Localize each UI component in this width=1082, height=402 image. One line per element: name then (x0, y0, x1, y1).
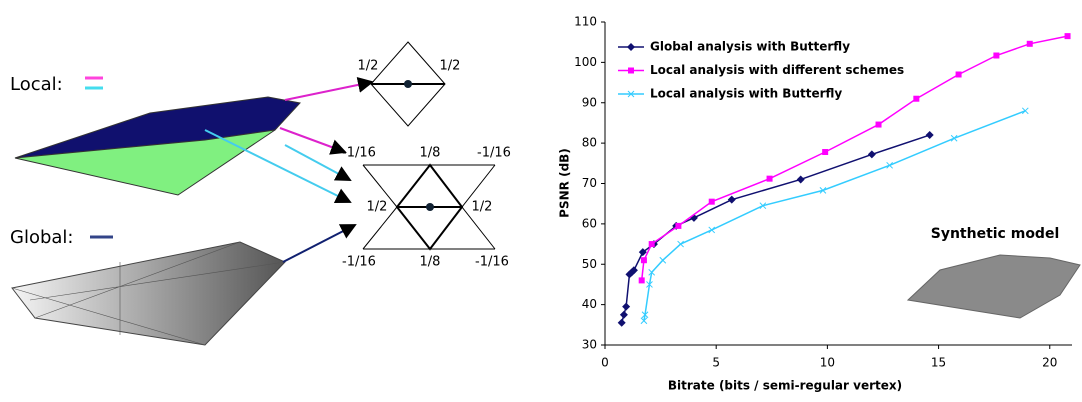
point (648, 268, 656, 276)
point (1021, 107, 1029, 115)
line (643, 110, 1026, 321)
point (629, 266, 638, 275)
x-tick-label: 10 (820, 356, 835, 370)
legend-label: Local analysis with Butterfly (650, 87, 842, 101)
point (1064, 33, 1071, 40)
green-mesh (14, 129, 276, 196)
x-axis-label: Bitrate (bits / semi-regular vertex) (668, 379, 902, 393)
point (822, 149, 829, 156)
point (819, 187, 827, 194)
point (913, 95, 920, 102)
weight: 1/2 (367, 200, 388, 215)
point (727, 195, 736, 204)
x-tick-label: 5 (712, 356, 720, 370)
y-tick-label: 60 (582, 216, 597, 230)
point (640, 257, 647, 264)
weight: 1/2 (358, 59, 379, 74)
legend-marker (627, 90, 635, 98)
legend-label: Global analysis with Butterfly (650, 40, 850, 54)
point (640, 317, 648, 325)
point (955, 71, 962, 78)
y-tick-label: 50 (582, 257, 597, 271)
point (648, 241, 655, 248)
mesh-edges (11, 241, 286, 346)
point (766, 175, 773, 182)
legend-label: Local analysis with different schemes (650, 63, 904, 77)
y-tick-label: 110 (574, 15, 597, 29)
weight: 1/2 (440, 59, 461, 74)
diagram: Local: Global: 1/2 1/2 -1/16 1/8 -1/16 1… (10, 41, 511, 346)
point (708, 226, 716, 234)
point (886, 161, 894, 169)
stencils (362, 41, 496, 251)
local-label: Local: (10, 74, 63, 95)
weight: 1/2 (472, 200, 493, 215)
point (759, 202, 767, 210)
weight: -1/16 (342, 146, 376, 161)
weight: -1/16 (477, 146, 511, 161)
line (620, 134, 930, 323)
vertex (426, 203, 434, 211)
gray-mesh (11, 241, 286, 346)
vertex (404, 80, 412, 88)
y-tick-label: 70 (582, 176, 597, 190)
global-label: Global: (10, 227, 73, 248)
point (638, 277, 645, 284)
point (622, 302, 631, 311)
point (659, 256, 667, 264)
weight: -1/16 (475, 255, 509, 270)
point (925, 131, 934, 140)
point (646, 281, 653, 288)
weight: 1/8 (420, 255, 441, 270)
y-tick-label: 80 (582, 136, 597, 150)
point (708, 198, 715, 205)
point (675, 222, 682, 229)
point (638, 248, 647, 257)
point (617, 318, 626, 327)
point (619, 310, 628, 319)
synthetic-model-image (906, 254, 1081, 319)
weight: 1/8 (420, 146, 441, 161)
point (993, 52, 1000, 59)
legend-marker (627, 43, 635, 51)
y-tick-label: 100 (574, 55, 597, 69)
annotation: Synthetic model (931, 226, 1060, 242)
arrows (204, 77, 374, 263)
legend-marker (628, 67, 634, 74)
x-tick-label: 15 (931, 356, 946, 370)
point (875, 121, 882, 128)
point (641, 311, 649, 319)
point (796, 175, 805, 184)
point (1026, 40, 1033, 47)
weight: -1/16 (342, 255, 376, 270)
y-tick-label: 30 (582, 338, 597, 352)
y-tick-label: 90 (582, 95, 597, 109)
point (950, 134, 958, 142)
y-axis-label: PSNR (dB) (558, 148, 572, 218)
x-tick-label: 20 (1042, 356, 1057, 370)
x-tick-label: 0 (601, 356, 609, 370)
y-tick-label: 40 (582, 297, 597, 311)
point (677, 240, 684, 248)
point (867, 150, 876, 159)
